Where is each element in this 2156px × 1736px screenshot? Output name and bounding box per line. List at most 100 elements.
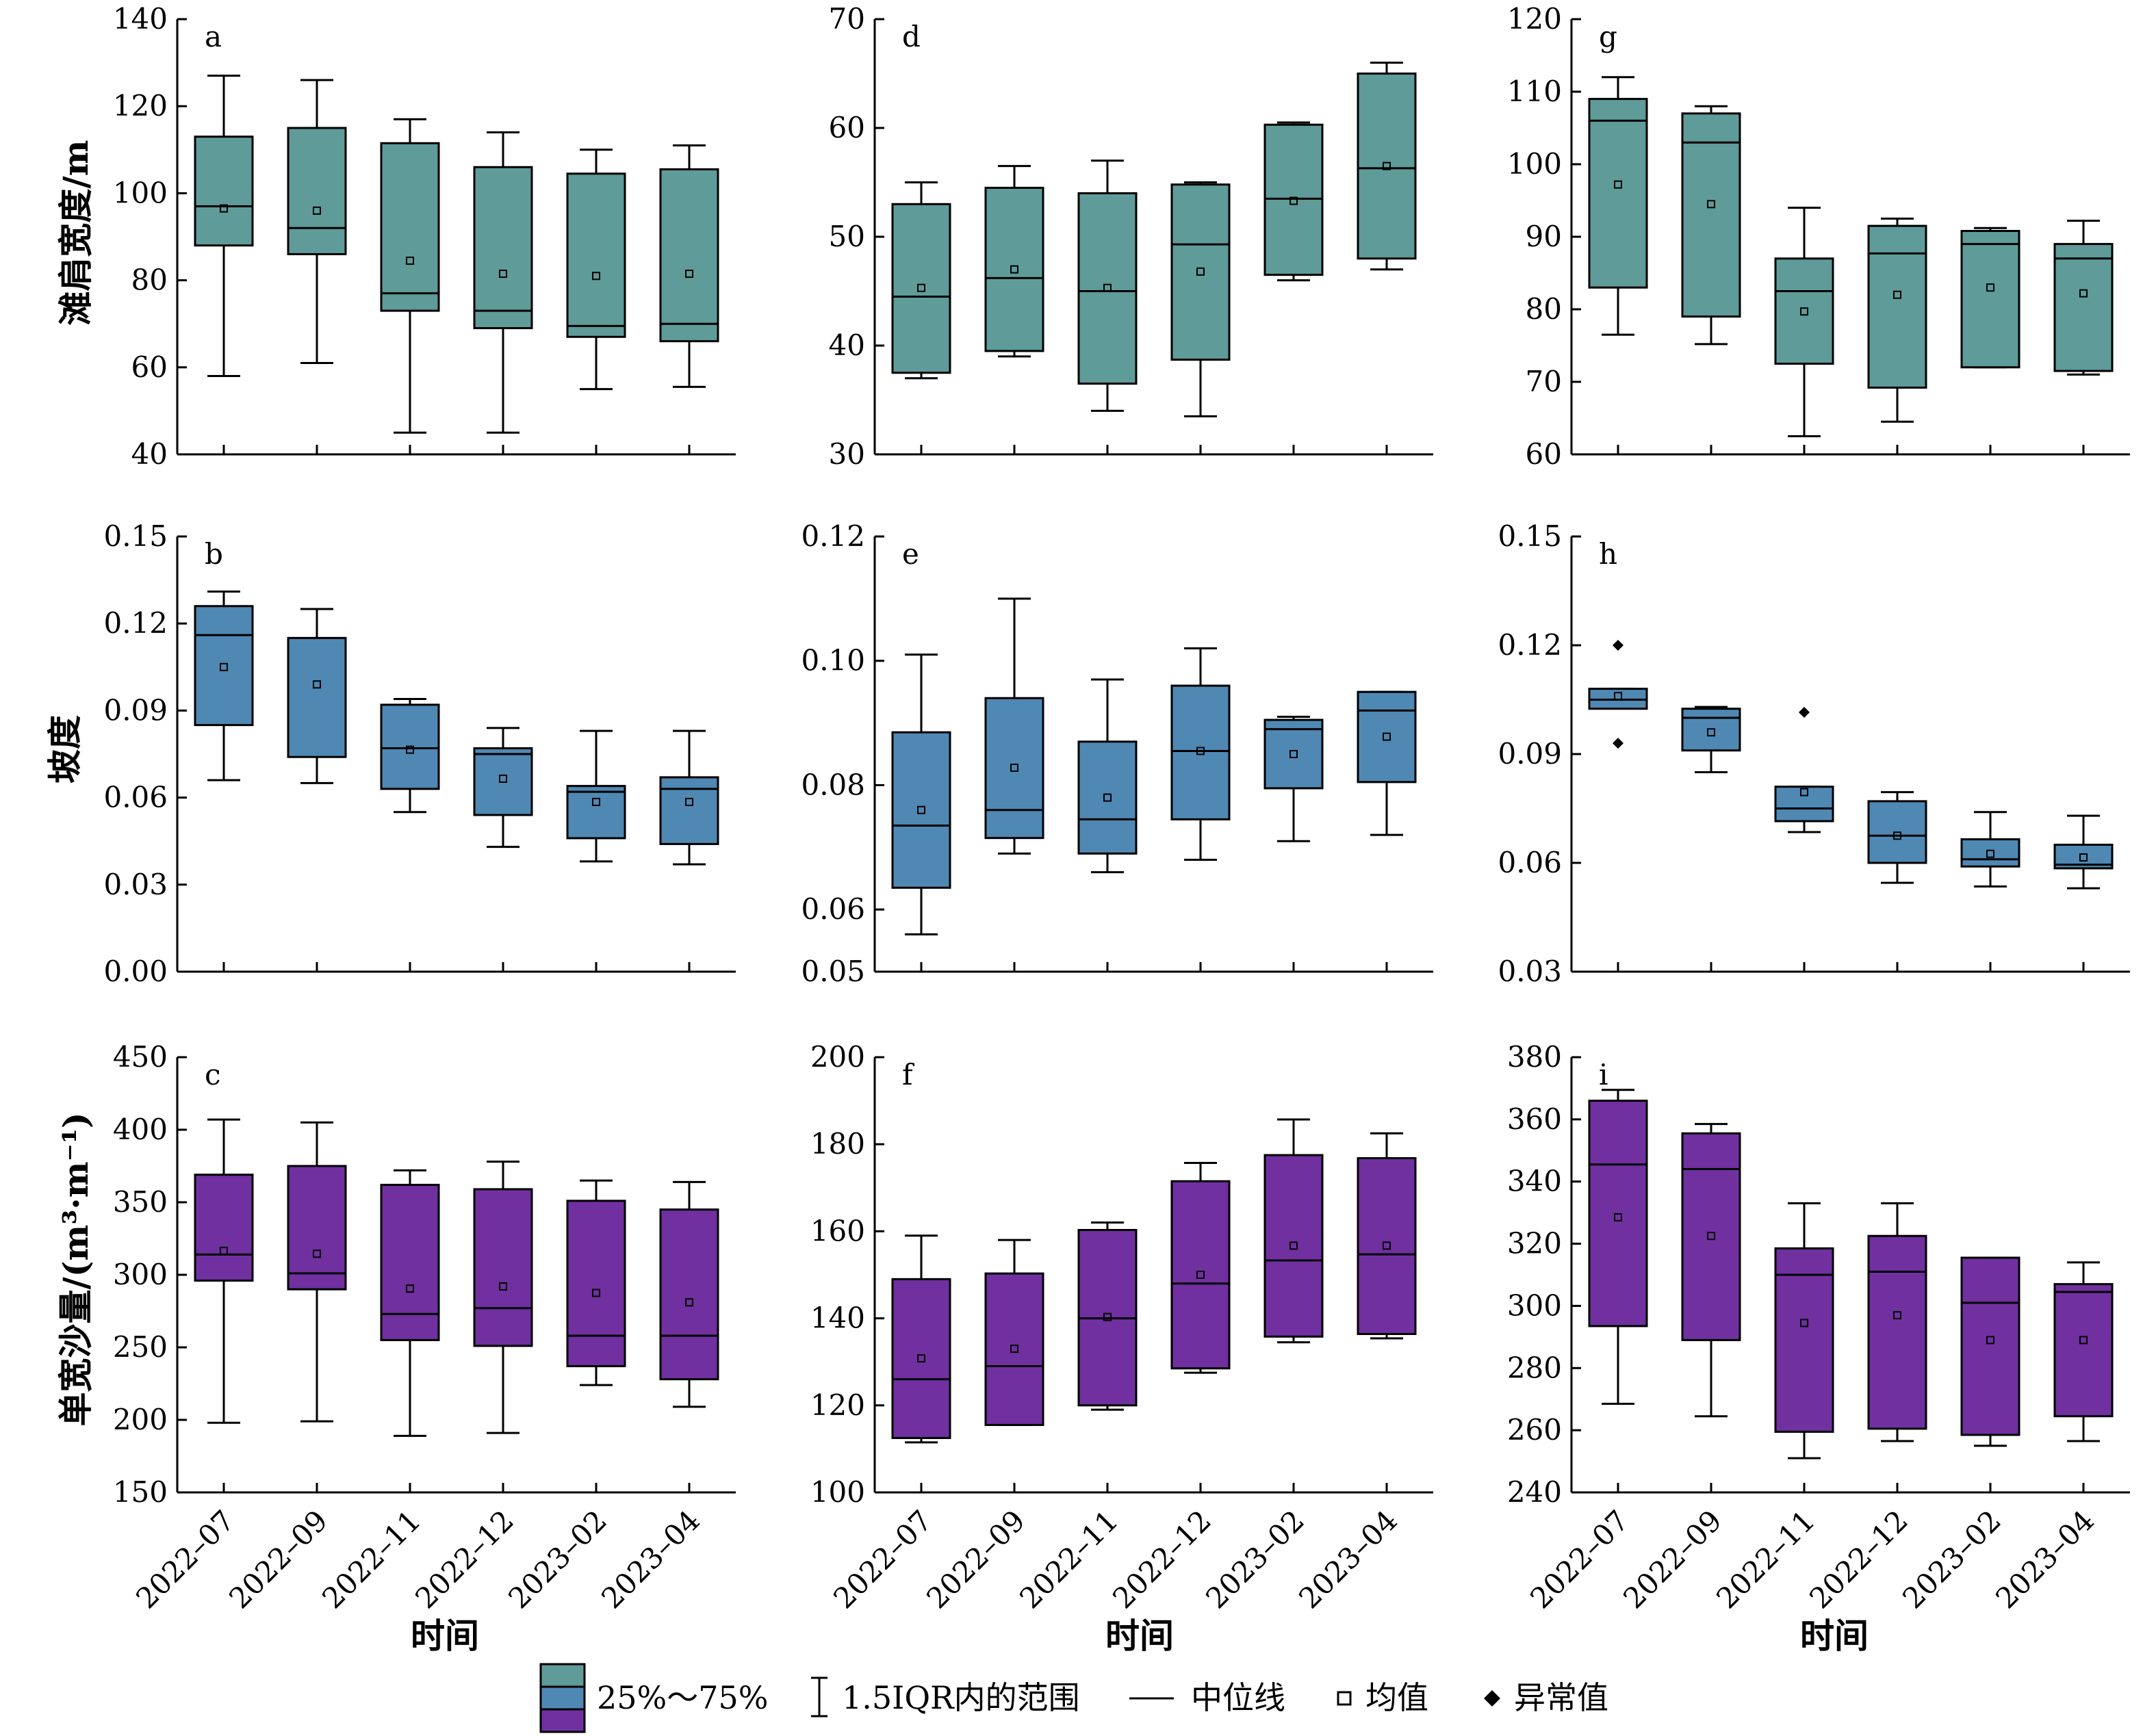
box: [984, 186, 1044, 352]
y-tick-label: 0.09: [1498, 737, 1562, 770]
mean-marker: [1383, 732, 1391, 741]
x-tick-label: 2022–09: [222, 1503, 334, 1615]
y-tick-label: 200: [810, 1040, 865, 1074]
x-tick-label: 2022–07: [1524, 1503, 1635, 1615]
legend: 25%～75% 1.5IQR内的范围 中位线 均值 异常值: [539, 1663, 1608, 1733]
box: [1588, 98, 1648, 289]
y-tick-label: 0.06: [1498, 846, 1562, 879]
legend-outlier-icon: [1484, 1690, 1500, 1707]
box: [891, 1278, 951, 1439]
box: [984, 1272, 1044, 1426]
mean-marker: [1800, 1319, 1808, 1327]
legend-median-label: 中位线: [1191, 1679, 1285, 1716]
y-tick-label: 60: [1526, 437, 1562, 471]
box: [891, 203, 951, 374]
y-tick-label: 360: [1507, 1102, 1562, 1136]
mean-marker: [1289, 196, 1298, 205]
y-tick-label: 200: [113, 1403, 168, 1436]
box: [194, 605, 254, 727]
y-tick-label: 300: [113, 1258, 168, 1291]
box: [1960, 230, 2020, 369]
y-tick-label: 30: [829, 437, 865, 471]
panel-b: 0.00 0.03 0.06 0.09 0.12 0.15 b: [103, 519, 736, 988]
panels: 40 60 80 100 120 140 a 30 40 50 60 70 d 60 70 80 90 100 11…: [103, 2, 2130, 1615]
y-tick-label: 320: [1507, 1227, 1562, 1260]
mean-marker: [917, 283, 925, 292]
legend-outlier-label: 异常值: [1514, 1679, 1608, 1716]
box: [380, 1184, 440, 1341]
mean-marker: [917, 805, 925, 814]
mean-marker: [1383, 1241, 1391, 1250]
y-tick-label: 0.06: [801, 892, 865, 926]
mean-marker: [1707, 1232, 1715, 1241]
box: [1774, 257, 1834, 365]
box: [1681, 1132, 1741, 1341]
x-tick-label: 2022–12: [1106, 1503, 1218, 1615]
box: [566, 785, 626, 840]
y-tick-label: 0.03: [1498, 955, 1562, 988]
panel-letter-b: b: [205, 537, 223, 571]
box: [287, 1165, 347, 1291]
box: [1263, 1154, 1324, 1338]
mean-marker: [1707, 200, 1715, 209]
x-tick-label: 2022–07: [827, 1503, 938, 1615]
mean-marker: [313, 680, 321, 689]
x-tick-label: 2022–07: [129, 1503, 241, 1615]
x-tick-label: 2022–11: [1013, 1503, 1125, 1615]
legend-swatch-teal: [539, 1663, 586, 1688]
x-tick-label: 2023–04: [1989, 1503, 2101, 1615]
mean-marker: [1103, 793, 1112, 802]
x-tick-label: 2022–09: [920, 1503, 1031, 1615]
legend-swatch-blue: [539, 1685, 586, 1711]
row-title-slope: 坡度: [44, 715, 85, 783]
box: [1077, 192, 1138, 385]
panel-g: 60 70 80 90 100 110 120 g: [1507, 2, 2130, 471]
y-tick-label: 80: [131, 263, 168, 297]
box: [1077, 740, 1138, 855]
box: [1867, 224, 1927, 389]
mean-marker: [592, 272, 600, 281]
box: [1263, 718, 1324, 790]
mean-marker: [592, 797, 600, 806]
y-tick-label: 240: [1507, 1475, 1562, 1509]
y-tick-label: 100: [113, 176, 168, 209]
y-tick-label: 400: [113, 1113, 168, 1146]
y-tick-label: 140: [113, 2, 168, 36]
box: [1681, 708, 1741, 752]
legend-mean-label: 均值: [1365, 1679, 1428, 1716]
x-tick-label: 2023–04: [595, 1503, 706, 1615]
mean-marker: [406, 745, 414, 754]
mean-marker: [1103, 1312, 1112, 1321]
mean-marker: [2079, 853, 2088, 862]
mean-marker: [2079, 1336, 2088, 1345]
mean-marker: [499, 1282, 507, 1291]
mean-marker: [1196, 267, 1205, 276]
mean-marker: [220, 204, 228, 213]
mean-marker: [1800, 307, 1808, 316]
legend-swatch-purple: [539, 1708, 586, 1733]
y-tick-label: 120: [1507, 2, 1562, 36]
box: [1774, 786, 1834, 822]
mean-marker: [685, 270, 693, 278]
box: [2053, 1283, 2114, 1418]
mean-marker: [313, 1249, 321, 1258]
y-tick-label: 60: [131, 350, 168, 384]
y-tick-label: 70: [829, 2, 865, 36]
x-tick-label: 2022–11: [1710, 1503, 1821, 1615]
panel-a: 40 60 80 100 120 140 a: [113, 2, 736, 471]
x-tick-label: 2023–02: [1199, 1503, 1311, 1615]
y-tick-label: 40: [829, 328, 865, 362]
x-tick-label: 2023–04: [1292, 1503, 1404, 1615]
y-tick-label: 450: [113, 1040, 168, 1074]
box: [1774, 1247, 1834, 1433]
row-title-beach-width: 滩肩宽度/m: [55, 140, 96, 325]
legend-mean-icon: [1337, 1691, 1352, 1706]
mean-marker: [2079, 289, 2088, 298]
mean-marker: [592, 1288, 600, 1297]
y-tick-label: 0.15: [1498, 519, 1562, 553]
panel-letter-f: f: [902, 1058, 915, 1091]
y-tick-label: 160: [810, 1214, 865, 1247]
y-tick-label: 100: [810, 1475, 865, 1509]
